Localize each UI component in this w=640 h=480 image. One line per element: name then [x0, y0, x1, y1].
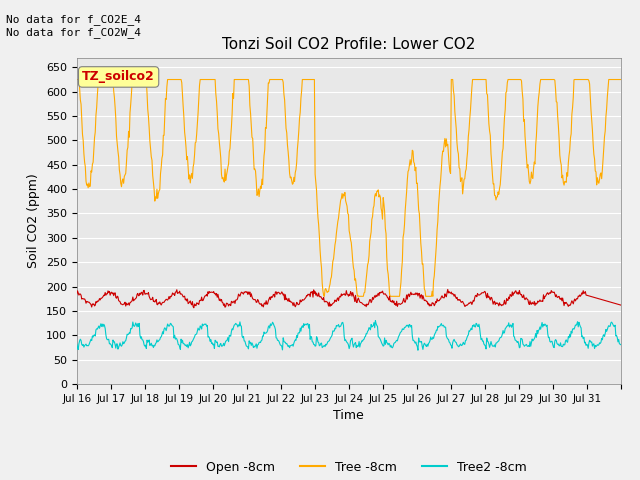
Legend: Open -8cm, Tree -8cm, Tree2 -8cm: Open -8cm, Tree -8cm, Tree2 -8cm [166, 456, 532, 479]
Text: TZ_soilco2: TZ_soilco2 [82, 71, 155, 84]
X-axis label: Time: Time [333, 409, 364, 422]
Title: Tonzi Soil CO2 Profile: Lower CO2: Tonzi Soil CO2 Profile: Lower CO2 [222, 37, 476, 52]
Text: No data for f_CO2E_4
No data for f_CO2W_4: No data for f_CO2E_4 No data for f_CO2W_… [6, 14, 141, 38]
Y-axis label: Soil CO2 (ppm): Soil CO2 (ppm) [28, 173, 40, 268]
